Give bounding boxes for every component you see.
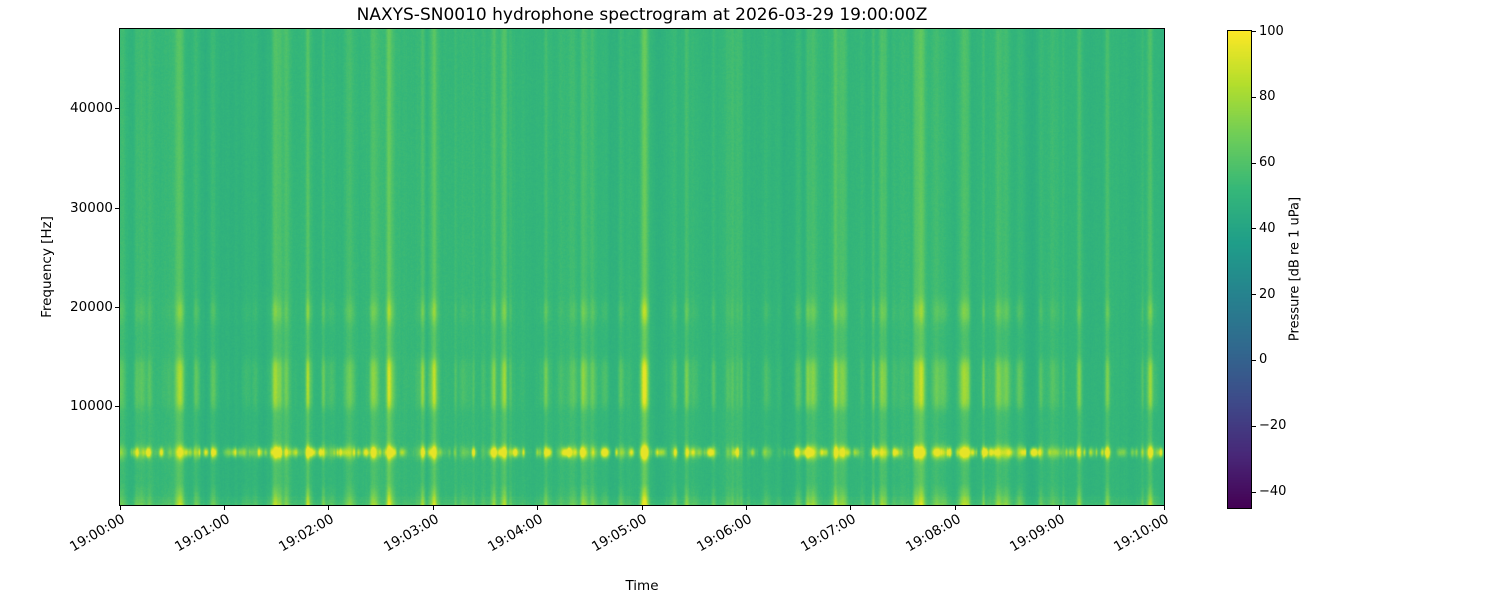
colorbar-tick-label: 0: [1259, 352, 1268, 367]
colorbar: [1227, 30, 1252, 509]
x-tick-mark: [119, 506, 121, 510]
y-tick-label: 30000: [70, 200, 113, 216]
colorbar-tick-label: 100: [1259, 24, 1284, 39]
x-tick-label: 19:08:00: [902, 511, 964, 556]
x-tick-label: 19:03:00: [380, 511, 442, 556]
spectrogram-canvas: [120, 29, 1164, 505]
x-tick-label: 19:10:00: [1111, 511, 1172, 556]
colorbar-tick-label: 40: [1259, 221, 1276, 236]
colorbar-tick-mark: [1252, 30, 1256, 32]
x-tick-label: 19:07:00: [798, 511, 859, 556]
colorbar-tick-mark: [1252, 96, 1256, 98]
y-tick-mark: [115, 306, 119, 308]
x-tick-label: 19:04:00: [485, 511, 546, 556]
colorbar-tick-label: 80: [1259, 89, 1276, 104]
colorbar-tick-label: 20: [1259, 287, 1276, 302]
x-tick-label: 19:09:00: [1007, 511, 1068, 556]
x-tick-label: 19:00:00: [67, 511, 128, 556]
colorbar-tick-mark: [1252, 162, 1256, 164]
y-tick-mark: [115, 207, 119, 209]
x-tick-label: 19:06:00: [693, 511, 755, 556]
colorbar-tick-mark: [1252, 425, 1256, 427]
colorbar-tick-mark: [1252, 359, 1256, 361]
colorbar-tick-label: 60: [1259, 155, 1276, 170]
colorbar-tick-mark: [1252, 491, 1256, 493]
colorbar-tick-label: −40: [1259, 484, 1287, 499]
colorbar-tick-mark: [1252, 293, 1256, 295]
chart-title: NAXYS-SN0010 hydrophone spectrogram at 2…: [356, 5, 928, 25]
y-tick-label: 40000: [70, 100, 113, 116]
x-tick-mark: [641, 506, 643, 510]
x-tick-mark: [328, 506, 330, 510]
x-tick-mark: [223, 506, 225, 510]
plot-area: [119, 28, 1165, 506]
x-tick-mark: [537, 506, 539, 510]
y-tick-mark: [115, 107, 119, 109]
x-tick-mark: [850, 506, 852, 510]
colorbar-tick-mark: [1252, 227, 1256, 229]
colorbar-tick-label: −20: [1259, 418, 1287, 433]
x-tick-mark: [1163, 506, 1165, 510]
x-tick-mark: [745, 506, 747, 510]
x-tick-label: 19:02:00: [276, 511, 337, 556]
x-tick-mark: [432, 506, 434, 510]
x-tick-label: 19:01:00: [171, 511, 233, 556]
colorbar-label: Pressure [dB re 1 uPa]: [1287, 196, 1303, 342]
x-tick-mark: [954, 506, 956, 510]
y-tick-mark: [115, 405, 119, 407]
x-tick-mark: [1059, 506, 1061, 510]
x-axis-label: Time: [625, 578, 659, 594]
colorbar-canvas: [1228, 31, 1251, 508]
y-tick-label: 10000: [70, 398, 113, 414]
x-tick-label: 19:05:00: [589, 511, 650, 556]
y-tick-label: 20000: [70, 299, 113, 315]
